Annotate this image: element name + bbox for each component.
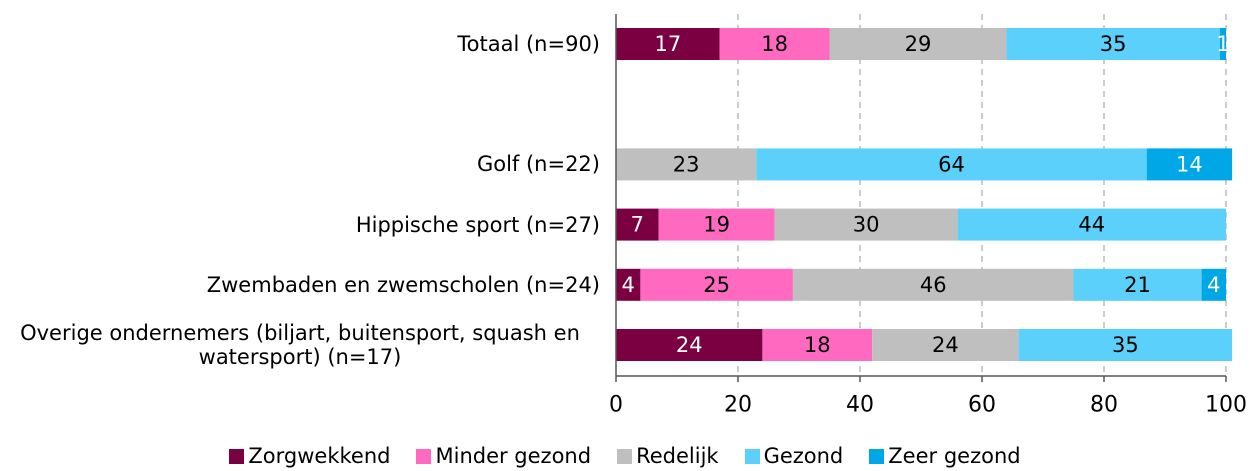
legend-label: Redelijk: [636, 444, 719, 468]
bar-segment: [1073, 268, 1202, 301]
data-label: 30: [853, 213, 880, 237]
data-label: 29: [905, 32, 932, 56]
legend: Zorgwekkend Minder gezond Redelijk Gezond Ze…: [0, 444, 1250, 468]
bar-segment: [829, 28, 1007, 60]
legend-item: Gezond: [744, 444, 844, 468]
x-tick-label: 60: [968, 393, 996, 418]
data-label: 7: [631, 213, 644, 237]
x-tick-label: 100: [1205, 393, 1247, 418]
category-label: Overige ondernemers (biljart, buitenspor…: [20, 321, 580, 369]
bar-segment: [658, 208, 775, 241]
data-label: 24: [676, 333, 703, 357]
legend-label: Minder gezond: [435, 444, 592, 468]
data-label: 4: [622, 273, 635, 297]
bar-segment: [616, 329, 763, 361]
legend-swatch: [869, 448, 885, 464]
legend-swatch: [617, 448, 633, 464]
bar-segment: [1146, 148, 1233, 181]
x-tick-label: 20: [724, 393, 752, 418]
bar-segment: [1006, 28, 1220, 60]
bar-segment: [1219, 28, 1226, 60]
bar-segment: [616, 208, 659, 241]
bar-segment: [957, 208, 1226, 241]
bar-segment: [872, 329, 1019, 361]
category-label: Golf (n=22): [476, 152, 600, 177]
bar-segment: [774, 208, 958, 241]
x-tick-label: 40: [846, 393, 874, 418]
legend-swatch: [229, 448, 245, 464]
x-tick-label: 0: [609, 393, 623, 418]
data-label: 19: [703, 213, 730, 237]
legend-swatch: [416, 448, 432, 464]
legend-label: Zeer gezond: [888, 444, 1021, 468]
category-label: Hippische sport (n=27): [355, 212, 600, 237]
legend-label: Gezond: [763, 444, 844, 468]
legend-item: Redelijk: [617, 444, 719, 468]
bar-segment: [616, 268, 641, 301]
data-label: 44: [1078, 213, 1105, 237]
category-label: Zwembaden en zwemscholen (n=24): [206, 272, 600, 297]
bar-segment: [616, 148, 757, 181]
data-label: 35: [1100, 32, 1127, 56]
bar-segment: [1018, 329, 1233, 361]
data-label: 35: [1112, 333, 1139, 357]
data-label: 14: [1176, 152, 1203, 176]
legend-label: Zorgwekkend: [248, 444, 391, 468]
data-label: 24: [932, 333, 959, 357]
bar-segment: [640, 268, 793, 301]
bar-segment: [616, 28, 720, 60]
data-label: 64: [938, 152, 965, 176]
data-label: 25: [703, 273, 730, 297]
legend-item: Minder gezond: [416, 444, 591, 468]
data-label: 17: [654, 32, 681, 56]
data-label: 1: [1216, 32, 1229, 56]
data-label: 23: [673, 152, 700, 176]
bar-segment: [762, 329, 873, 361]
legend-swatch: [744, 448, 760, 464]
data-label: 4: [1207, 273, 1220, 297]
data-label: 46: [920, 273, 947, 297]
legend-item: Zorgwekkend: [229, 444, 390, 468]
bar-segment: [1201, 268, 1226, 301]
bar-segment: [719, 28, 830, 60]
data-label: 21: [1124, 273, 1151, 297]
legend-item: Zeer gezond: [869, 444, 1021, 468]
category-label: Totaal (n=90): [457, 32, 600, 56]
x-tick-label: 80: [1090, 393, 1118, 418]
bar-segment: [756, 148, 1147, 181]
bar-segment: [792, 268, 1074, 301]
data-label: 18: [761, 32, 788, 56]
data-label: 18: [804, 333, 831, 357]
